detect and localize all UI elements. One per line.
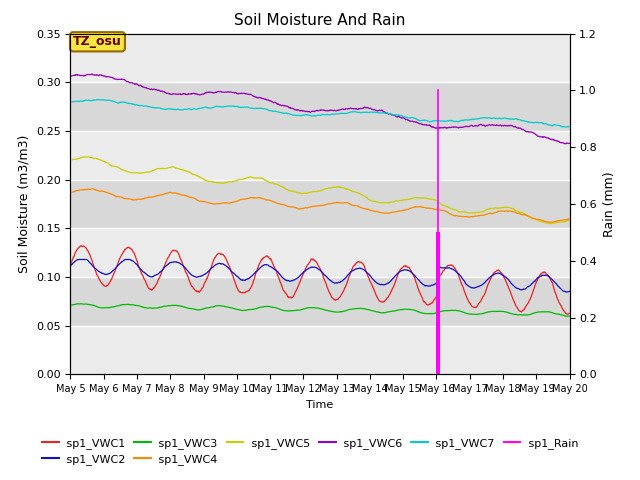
Bar	[70, 326, 570, 374]
Bar	[70, 228, 570, 277]
Title: Soil Moisture And Rain: Soil Moisture And Rain	[234, 13, 406, 28]
Bar	[70, 82, 570, 131]
Bar	[70, 180, 570, 228]
Text: TZ_osu: TZ_osu	[73, 36, 122, 48]
Bar	[70, 131, 570, 180]
Y-axis label: Soil Moisture (m3/m3): Soil Moisture (m3/m3)	[17, 135, 30, 273]
X-axis label: Time: Time	[307, 400, 333, 409]
Y-axis label: Rain (mm): Rain (mm)	[603, 171, 616, 237]
Bar	[70, 34, 570, 82]
Legend:  sp1_VWC1,  sp1_VWC2,  sp1_VWC3,  sp1_VWC4,  sp1_VWC5,  sp1_VWC6,  sp1_VWC7,  sp: sp1_VWC1, sp1_VWC2, sp1_VWC3, sp1_VWC4, …	[38, 433, 582, 469]
Bar	[70, 277, 570, 326]
Bar	[436, 232, 440, 374]
